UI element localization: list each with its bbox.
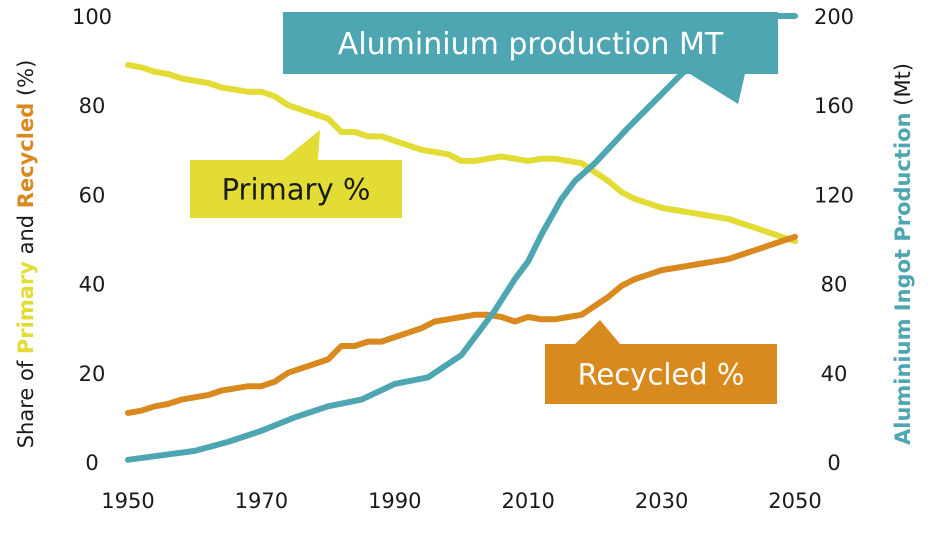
recycled-callout-label: Recycled % bbox=[578, 357, 745, 391]
x-tick-label: 1990 bbox=[368, 489, 421, 513]
recycled-callout: Recycled % bbox=[545, 320, 777, 404]
x-tick-label: 2030 bbox=[635, 489, 688, 513]
y-left-axis-title: Share of Primary and Recycled (%) bbox=[14, 60, 38, 449]
primary-callout: Primary % bbox=[190, 130, 402, 218]
y-left-axis-title-part: Primary bbox=[14, 261, 38, 354]
series-line-aluminium-production-mt bbox=[125, 13, 798, 463]
y-left-tick-label: 20 bbox=[79, 362, 106, 386]
x-tick-label: 1950 bbox=[101, 489, 154, 513]
y-right-tick-label: 200 bbox=[814, 5, 854, 29]
primary-callout-label: Primary % bbox=[222, 172, 371, 206]
y-right-axis-title: Aluminium Ingot Production (Mt) bbox=[891, 63, 915, 445]
y-left-tick-label: 80 bbox=[79, 94, 106, 118]
y-right-axis-title-part: (Mt) bbox=[891, 63, 915, 112]
production-callout-pointer bbox=[690, 74, 745, 104]
production-callout-box bbox=[283, 12, 778, 74]
y-left-tick-label: 40 bbox=[79, 273, 106, 297]
y-left-axis-title-part: and bbox=[14, 208, 38, 261]
series-line-recycled bbox=[125, 233, 798, 416]
y-left-axis-title-part: Share of bbox=[14, 354, 38, 448]
y-left-tick-label: 0 bbox=[85, 451, 98, 475]
x-tick-label: 1970 bbox=[235, 489, 288, 513]
y-left-axis-title-part: (%) bbox=[14, 60, 38, 103]
y-left-axis-title-part: Recycled bbox=[14, 103, 38, 208]
y-right-tick-label: 40 bbox=[821, 362, 848, 386]
primary-callout-pointer bbox=[283, 130, 320, 160]
x-tick-label: 2050 bbox=[768, 489, 821, 513]
production-callout: Aluminium production MT bbox=[283, 12, 778, 104]
y-right-tick-label: 160 bbox=[814, 94, 854, 118]
y-left-tick-label: 60 bbox=[79, 183, 106, 207]
recycled-callout-box bbox=[545, 344, 777, 404]
primary-callout-box bbox=[190, 160, 402, 218]
y-right-tick-label: 120 bbox=[814, 183, 854, 207]
recycled-callout-pointer bbox=[575, 320, 620, 344]
production-callout-label: Aluminium production MT bbox=[338, 27, 724, 62]
y-right-tick-label: 0 bbox=[827, 451, 840, 475]
x-tick-label: 2010 bbox=[501, 489, 554, 513]
series-line-primary bbox=[125, 62, 798, 245]
y-left-tick-label: 100 bbox=[72, 5, 112, 29]
y-right-tick-label: 80 bbox=[821, 273, 848, 297]
y-right-axis-title-part: Aluminium Ingot Production bbox=[891, 112, 915, 445]
